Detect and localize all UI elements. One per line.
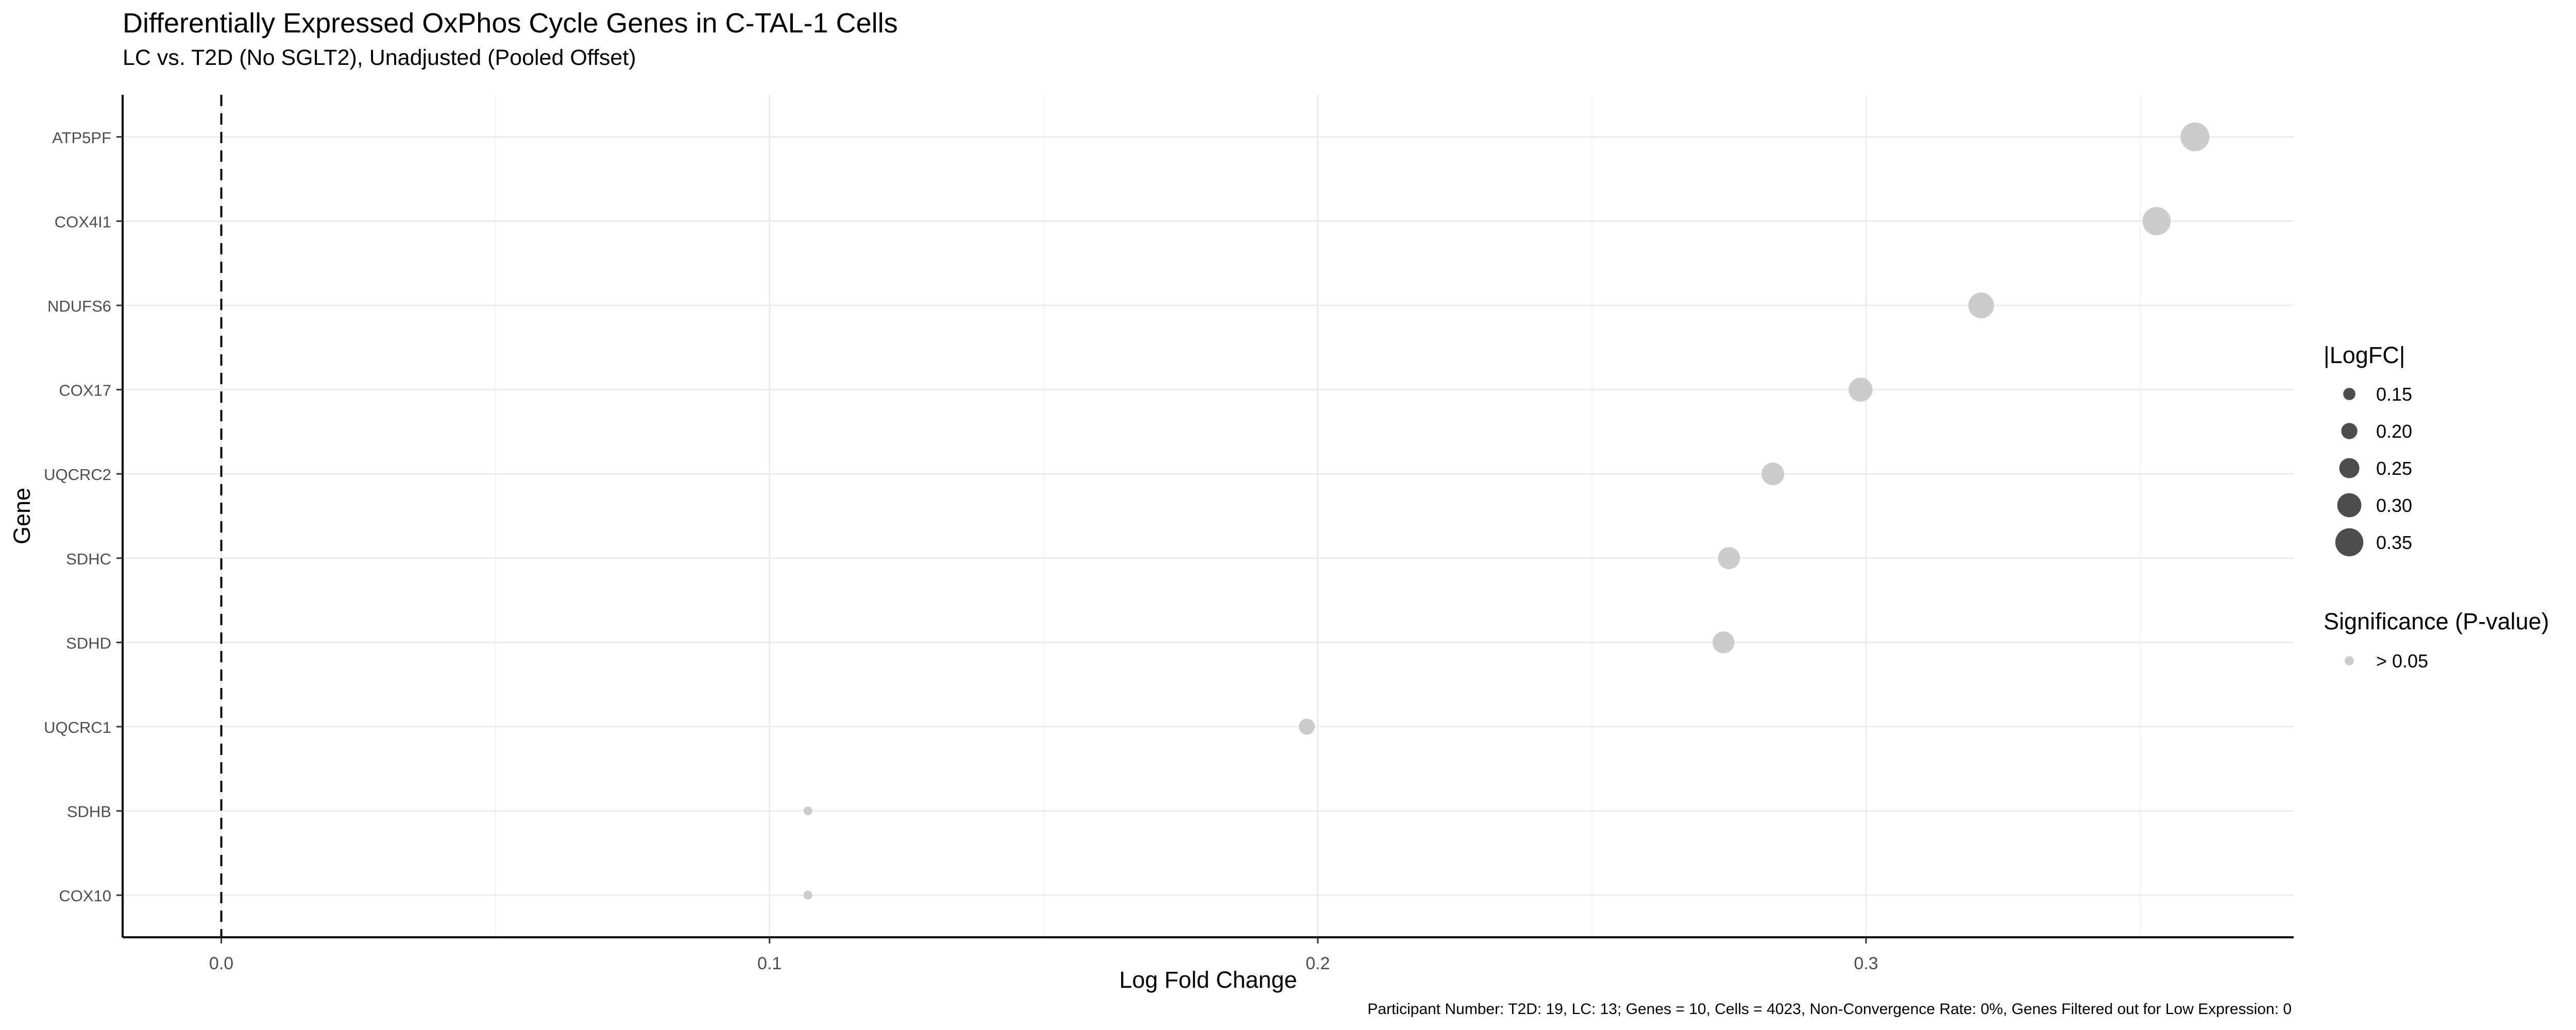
size-legend-label: 0.20 (2376, 421, 2412, 442)
y-axis-title: Gene (9, 488, 35, 544)
y-tick-label: COX17 (59, 382, 111, 400)
data-point (1718, 547, 1740, 570)
chart-caption: Participant Number: T2D: 19, LC: 13; Gen… (1367, 1001, 2292, 1018)
y-tick-label: COX10 (59, 887, 111, 905)
data-point (803, 890, 812, 900)
data-point (1299, 718, 1315, 735)
y-tick-label: NDUFS6 (47, 297, 111, 315)
significance-legend-label: > 0.05 (2376, 650, 2428, 672)
size-legend-key (2341, 423, 2358, 439)
y-tick-label: SDHD (66, 634, 111, 652)
x-axis-title: Log Fold Change (1119, 967, 1297, 993)
size-legend-key (2343, 388, 2355, 400)
y-tick-label: UQCRC1 (44, 718, 111, 736)
size-legend-key (2337, 493, 2362, 518)
significance-legend-key (2345, 656, 2354, 665)
data-point (2142, 207, 2171, 235)
y-tick-label: ATP5PF (52, 129, 111, 147)
size-legend-label: 0.25 (2376, 458, 2412, 479)
y-tick-label: SDHB (67, 803, 111, 821)
size-legend-key (2335, 528, 2364, 557)
data-point (1712, 631, 1735, 654)
size-legend-label: 0.35 (2376, 532, 2412, 553)
x-tick-label: 0.3 (1854, 954, 1878, 973)
y-tick-label: UQCRC2 (44, 466, 111, 484)
data-point (2180, 122, 2210, 151)
x-tick-label: 0.2 (1306, 954, 1330, 973)
y-tick-label: COX4I1 (55, 213, 111, 231)
chart-title: Differentially Expressed OxPhos Cycle Ge… (123, 8, 898, 39)
size-legend-title: |LogFC| (2324, 342, 2405, 368)
x-tick-label: 0.1 (757, 954, 782, 973)
data-point (1968, 293, 1994, 318)
chart-subtitle: LC vs. T2D (No SGLT2), Unadjusted (Poole… (123, 45, 636, 70)
data-point (803, 806, 812, 816)
size-legend-key (2339, 458, 2360, 478)
size-legend-label: 0.15 (2376, 384, 2412, 405)
significance-legend-title: Significance (P-value) (2324, 608, 2549, 634)
data-point (1849, 377, 1873, 402)
y-tick-label: SDHC (66, 550, 111, 568)
x-tick-label: 0.0 (209, 954, 233, 973)
data-point (1761, 462, 1785, 486)
size-legend-label: 0.30 (2376, 495, 2412, 516)
